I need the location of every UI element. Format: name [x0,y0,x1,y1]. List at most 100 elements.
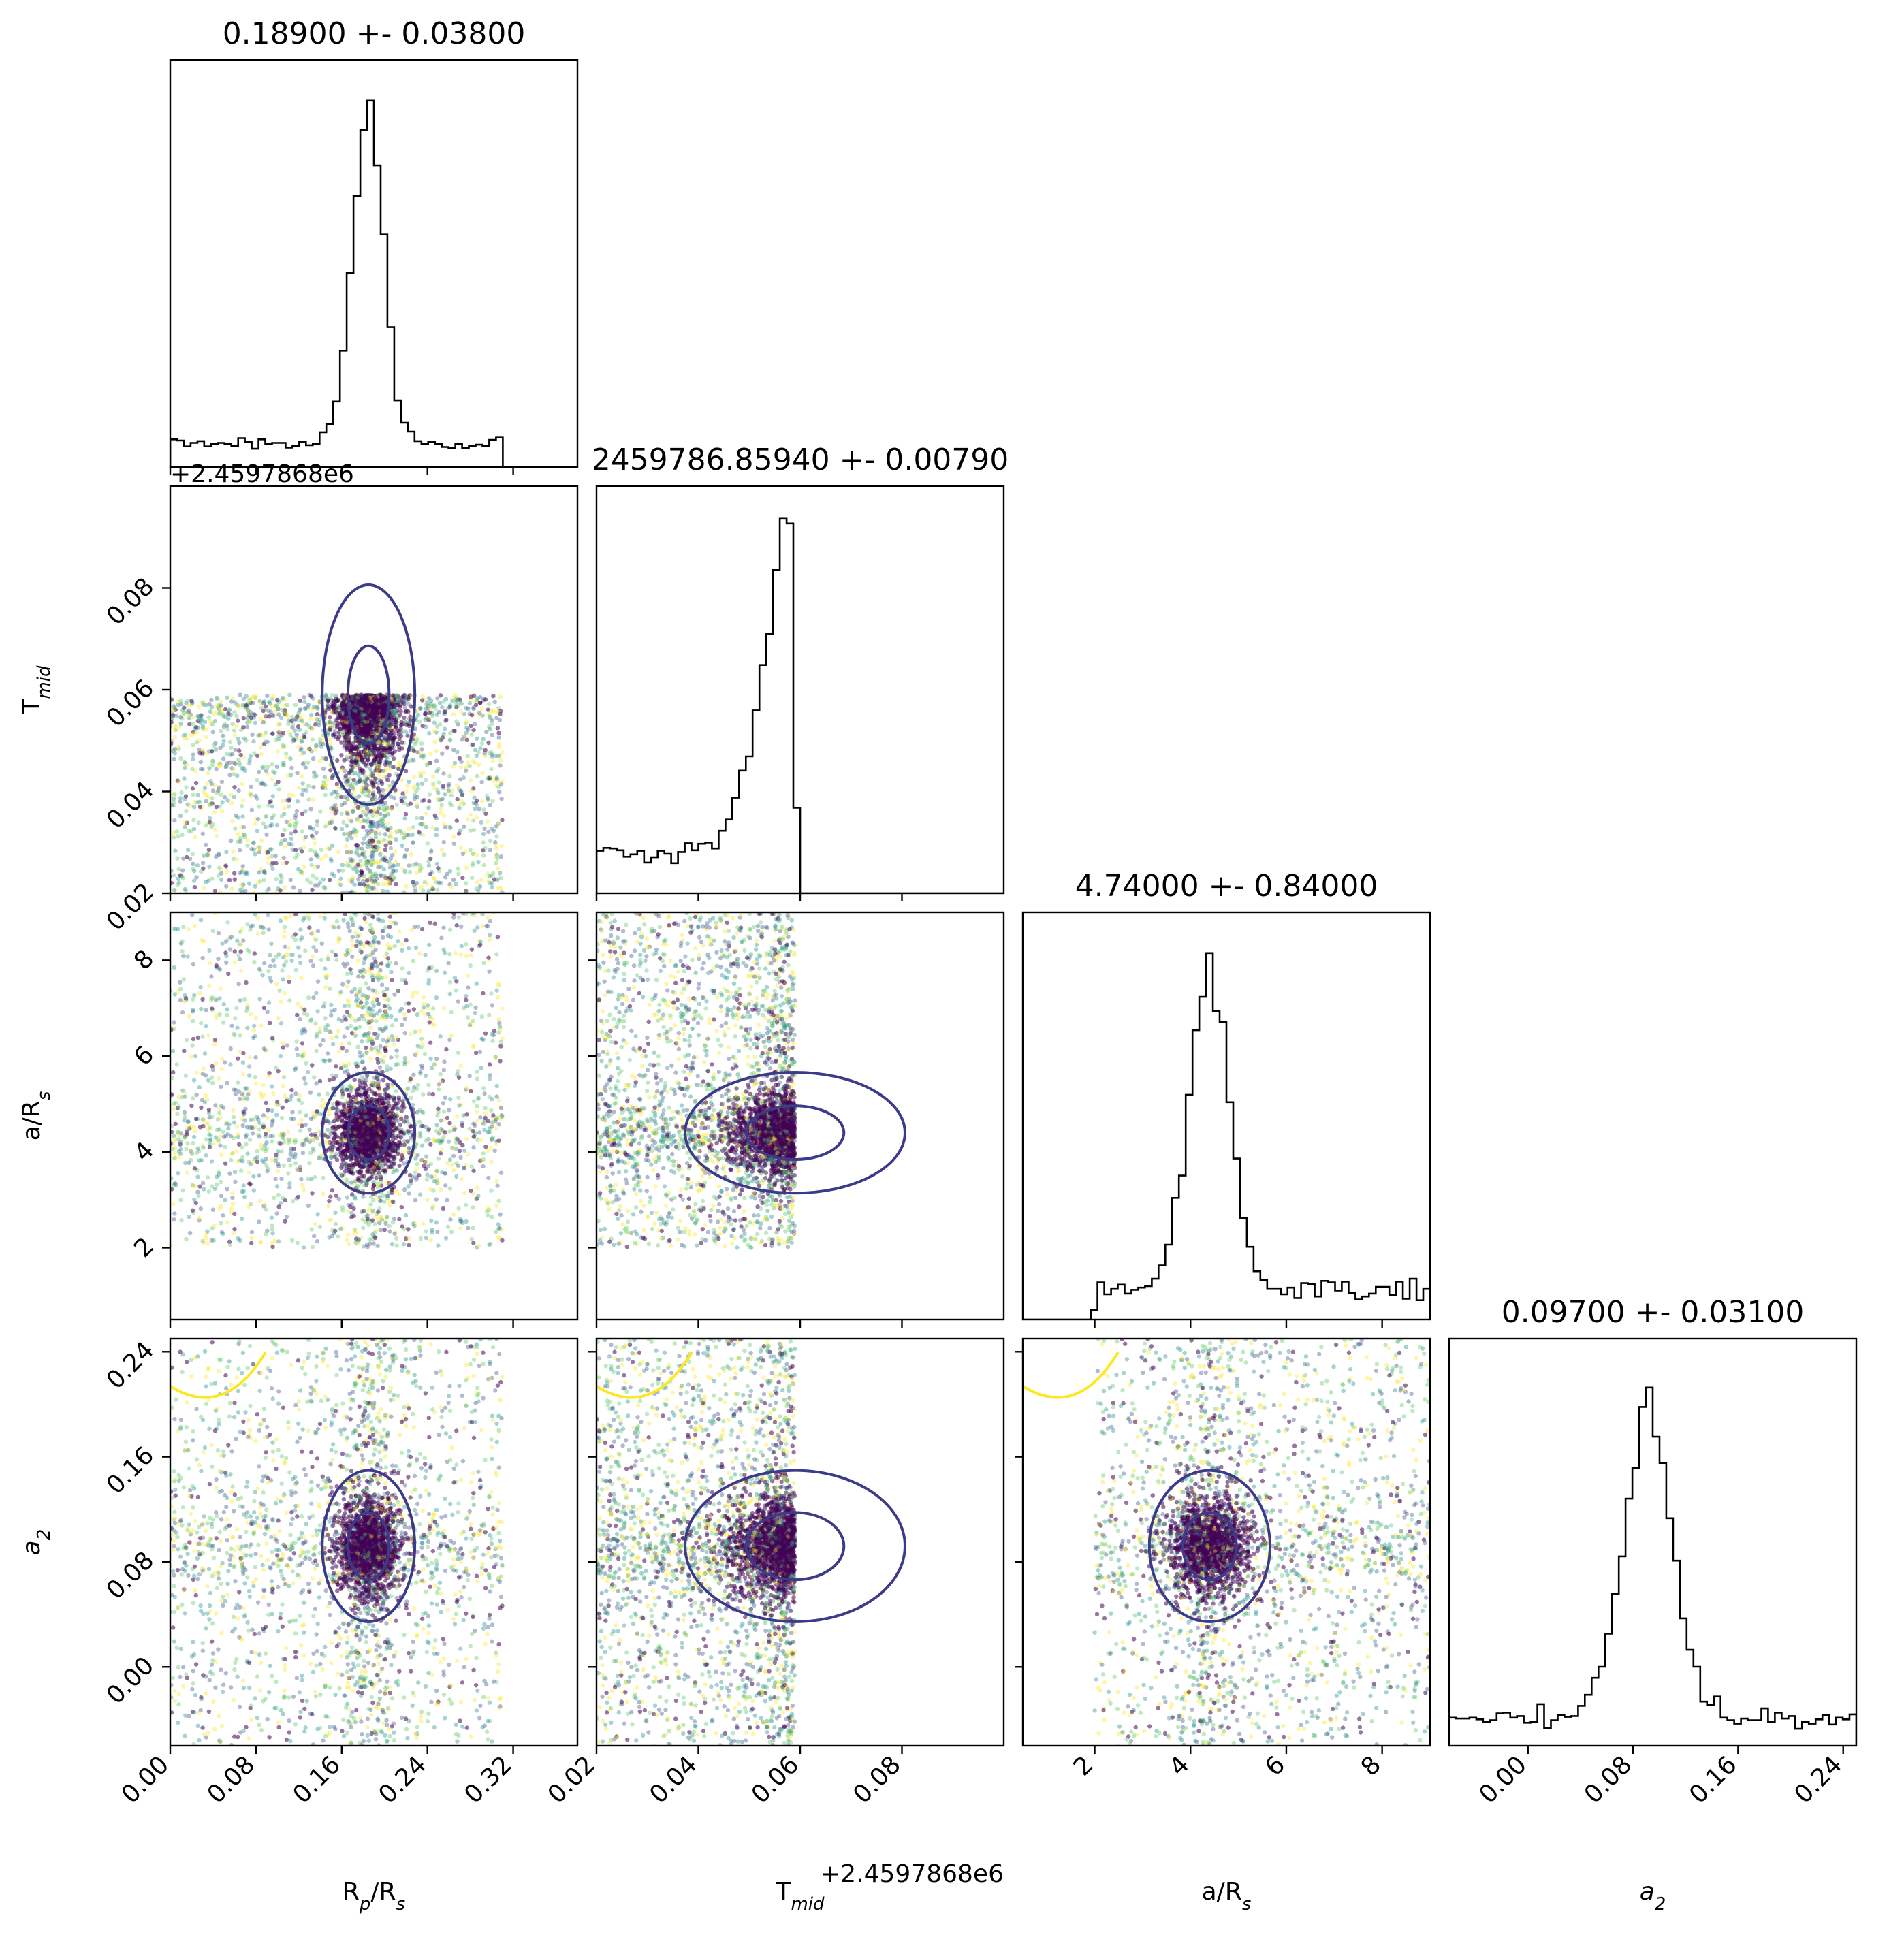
sample-point [496,1030,501,1035]
sample-point [265,850,270,856]
sample-point [327,706,332,711]
sample-point [444,718,449,722]
sample-point [376,844,381,850]
sample-point [326,699,330,703]
sample-point [201,866,206,871]
sample-point [370,752,375,757]
sample-point [227,760,233,765]
sample-point [213,827,218,832]
y-tick-label: 0.06 [101,674,160,733]
sample-point [328,737,332,742]
sample-point [366,859,371,865]
sample-point [172,1020,176,1025]
sample-point [370,850,375,855]
sample-point [372,935,377,940]
sample-point [215,695,219,700]
sample-point [179,1218,184,1223]
sample-point [451,1212,456,1217]
sample-point [469,712,475,718]
sample-point [187,713,191,718]
sample-point [328,726,333,731]
sample-point [407,1146,412,1151]
sample-point [204,1153,208,1158]
sample-point [178,1131,184,1136]
sample-point [249,696,254,701]
sample-point [258,1142,264,1148]
sample-point [415,786,421,791]
sample-point [428,751,433,756]
sample-point [434,1220,439,1225]
sample-point [399,799,404,804]
sample-point [382,735,387,739]
sample-point [379,1027,385,1032]
sample-point [370,850,375,855]
sample-point [261,720,266,725]
sample-point [427,799,432,804]
sample-point [377,805,382,810]
sample-point [183,888,188,893]
sample-point [236,736,240,741]
sample-point [371,880,377,884]
sample-point [224,884,229,889]
sample-point [487,874,492,878]
sample-point [407,1173,413,1178]
sample-point [317,1129,321,1134]
sample-point [375,882,381,886]
sample-point [395,741,400,746]
sample-point [274,703,279,708]
sample-point [247,720,252,724]
sample-point [183,797,187,802]
sample-point [339,827,345,831]
sample-point [191,827,197,831]
sample-point [270,1084,274,1089]
sample-point [486,829,491,835]
sample-point [309,1227,314,1232]
sample-point [454,719,459,724]
sample-point [352,1180,357,1185]
sample-point [255,796,259,801]
sample-point [413,726,418,731]
contour-0 [346,644,391,746]
sample-point [499,844,504,848]
sample-point [228,752,233,757]
sample-point [370,792,376,797]
sample-point [455,797,460,802]
sample-point [347,850,352,855]
sample-point [349,915,354,920]
sample-point [390,693,395,698]
sample-point [198,759,203,765]
sample-point [370,848,375,852]
sample-point [447,882,452,887]
sample-point [306,784,311,788]
sample-point [240,1189,244,1194]
sample-point [237,761,242,765]
sample-point [430,886,434,892]
sample-point [217,889,223,893]
sample-point [402,693,407,698]
sample-point [432,1179,437,1183]
sample-point [399,730,404,735]
sample-point [362,1032,368,1037]
sample-point [362,852,366,858]
sample-point [366,1009,371,1014]
sample-point [193,726,198,731]
sample-point [276,1239,281,1244]
sample-point [315,711,320,717]
sample-point [345,961,350,966]
sample-point [385,805,390,810]
sample-point [381,737,386,743]
sample-point [390,708,395,714]
sample-point [415,737,420,742]
sample-point [368,820,373,825]
sample-point [366,1222,371,1228]
sample-point [375,1050,380,1055]
sample-point [352,708,357,713]
sample-point [268,1021,272,1025]
sample-point [361,1076,366,1082]
sample-point [370,874,375,879]
sample-point [294,1046,299,1051]
sample-point [384,731,389,736]
sample-point [182,1049,187,1053]
sample-point [345,754,349,760]
sample-point [399,831,404,836]
